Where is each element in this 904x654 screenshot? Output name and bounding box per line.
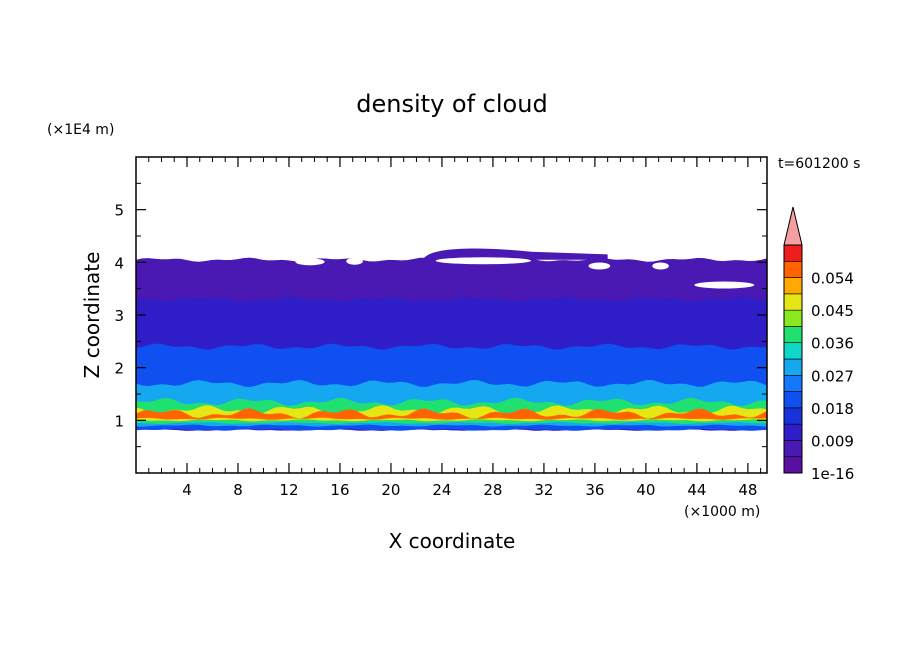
data-gap <box>588 262 611 270</box>
colorbar-label: 0.045 <box>811 302 854 320</box>
x-tick-label: 44 <box>687 481 706 499</box>
x-axis-ticks: 4 8 12 16 20 24 28 32 36 40 44 48 <box>148 157 762 499</box>
colorbar-label: 0.027 <box>811 367 854 385</box>
colorbar-swatch <box>783 342 803 360</box>
y-unit-label: (×1E4 m) <box>47 122 114 138</box>
colorbar-extend-arrow <box>783 206 803 246</box>
colorbar-swatch <box>783 358 803 376</box>
colorbar-label: 0.018 <box>811 400 854 418</box>
x-tick-label: 40 <box>636 481 655 499</box>
colorbar-frame <box>783 244 803 474</box>
x-tick-label: 4 <box>182 481 192 499</box>
density-field <box>136 248 767 431</box>
density-layer <box>422 248 608 260</box>
colorbar-swatch <box>783 309 803 327</box>
colorbar-swatch <box>783 440 803 458</box>
colorbar-swatch <box>783 244 803 262</box>
colorbar-swatch <box>783 423 803 441</box>
x-tick-label: 24 <box>432 481 451 499</box>
colorbar-label: 0.009 <box>811 432 854 450</box>
y-tick-label: 4 <box>114 254 124 272</box>
colorbar-swatch <box>783 407 803 425</box>
data-gap <box>346 257 363 265</box>
x-tick-label: 20 <box>381 481 400 499</box>
x-tick-label: 8 <box>233 481 243 499</box>
x-tick-label: 12 <box>279 481 298 499</box>
data-gap <box>652 262 669 270</box>
chart-title: density of cloud <box>356 90 547 118</box>
x-tick-label: 16 <box>330 481 349 499</box>
colorbar-swatch <box>783 277 803 295</box>
colorbar-swatch <box>783 391 803 409</box>
y-tick-label: 1 <box>114 412 124 430</box>
x-unit-label: (×1000 m) <box>684 504 760 520</box>
y-tick-label: 3 <box>114 307 124 325</box>
y-axis-ticks: 1 2 3 4 5 <box>114 182 767 448</box>
colorbar-swatch <box>783 326 803 344</box>
data-gap <box>295 258 325 266</box>
colorbar-label: 1e-16 <box>811 465 854 483</box>
colorbar: 1e-16 0.009 0.018 0.027 0.036 0.045 0.054 <box>783 206 854 483</box>
x-tick-label: 36 <box>585 481 604 499</box>
colorbar-swatch <box>783 374 803 392</box>
data-gap <box>694 281 755 289</box>
x-axis-label: X coordinate <box>389 529 516 553</box>
y-tick-label: 2 <box>114 360 124 378</box>
x-tick-label: 32 <box>534 481 553 499</box>
colorbar-swatch <box>783 293 803 311</box>
x-tick-label: 48 <box>738 481 757 499</box>
colorbar-label: 0.054 <box>811 270 854 288</box>
y-tick-label: 5 <box>114 202 124 220</box>
colorbar-swatch <box>783 456 803 474</box>
density-layer <box>136 408 767 420</box>
colorbar-label: 0.036 <box>811 335 854 353</box>
colorbar-swatch <box>783 260 803 278</box>
y-axis-label: Z coordinate <box>80 252 104 379</box>
data-gap <box>435 257 532 265</box>
time-label: t=601200 s <box>778 156 860 172</box>
x-tick-label: 28 <box>483 481 502 499</box>
